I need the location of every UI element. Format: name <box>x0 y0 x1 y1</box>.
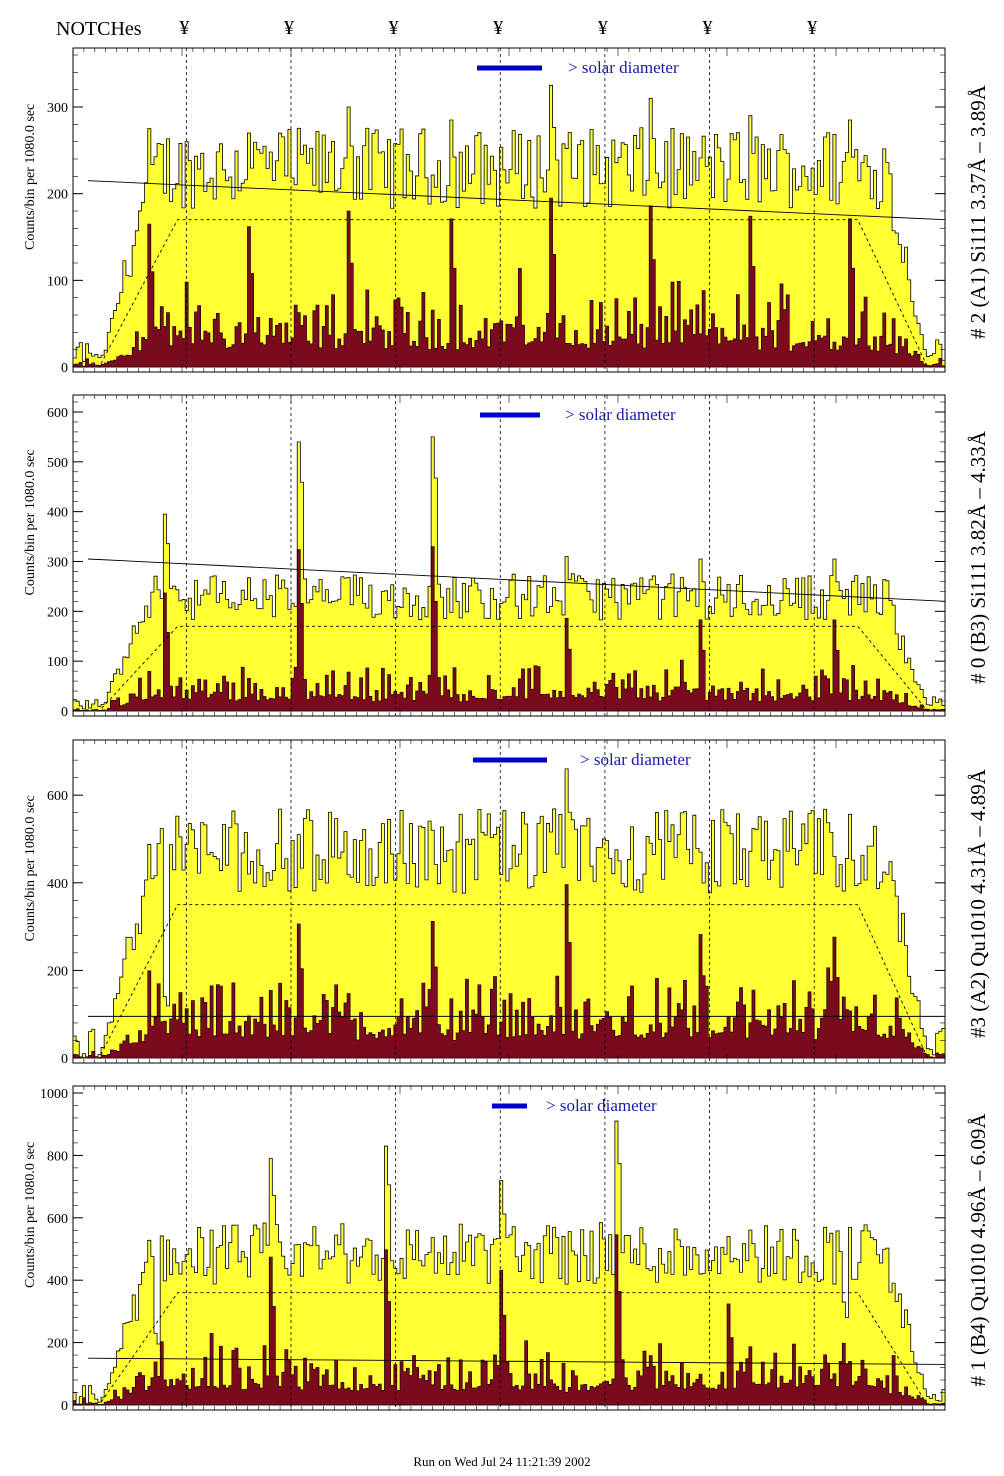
y-tick-label: 400 <box>47 506 68 521</box>
envelope-curve <box>73 1292 945 1406</box>
line-counts-histogram <box>72 546 946 712</box>
panel-title: #3 (A2) Qu1010 4.31Å – 4.89Å <box>966 768 990 1038</box>
notch-marker: ¥ <box>597 17 608 39</box>
y-tick-label: 1000 <box>40 1087 68 1102</box>
y-tick-label: 200 <box>47 605 68 620</box>
baseline-trend <box>87 180 946 221</box>
y-tick-label: 500 <box>47 456 68 471</box>
envelope-curve <box>73 904 945 1059</box>
y-tick-label: 200 <box>47 188 68 203</box>
y-axis-label: Counts/bin per 1080.0 sec <box>23 795 38 941</box>
notch-marker: ¥ <box>807 17 818 39</box>
y-tick-label: 0 <box>61 361 68 376</box>
y-axis-label: Counts/bin per 1080.0 sec <box>23 1142 38 1288</box>
solar-diameter-label: > solar diameter <box>580 750 691 769</box>
y-tick-label: 600 <box>47 406 68 421</box>
spectrum-panel-2: 0 200 400 600 Counts/bin per 1080.0 sec #3 (A… <box>23 739 990 1067</box>
y-tick-label: 300 <box>47 555 68 570</box>
panel-title: # 2 (A1) Si111 3.37Å – 3.89Å <box>966 84 990 339</box>
y-tick-label: 300 <box>47 101 68 116</box>
y-tick-label: 0 <box>61 705 68 720</box>
baseline-trend <box>87 1357 946 1365</box>
line-counts-histogram <box>72 884 946 1059</box>
panel-title: # 1 (B4) Qu1010 4.96Å – 6.09Å <box>966 1113 990 1387</box>
notch-marker: ¥ <box>493 17 504 39</box>
envelope-curve <box>73 625 945 712</box>
total-counts-histogram <box>72 768 946 1059</box>
line-counts-histogram <box>72 197 946 368</box>
notch-marker: ¥ <box>388 17 399 39</box>
solar-diameter-label: > solar diameter <box>565 405 676 424</box>
y-tick-label: 200 <box>47 1337 68 1352</box>
y-axis-label: Counts/bin per 1080.0 sec <box>23 104 38 250</box>
notch-marker: ¥ <box>179 17 190 39</box>
y-axis-label: Counts/bin per 1080.0 sec <box>23 449 38 595</box>
solar-diameter-label: > solar diameter <box>546 1096 657 1115</box>
y-tick-label: 100 <box>47 274 68 289</box>
y-tick-label: 600 <box>47 789 68 804</box>
spectrum-panel-0: 0 100 200 300 Counts/bin per 1080.0 sec # 2 (… <box>23 47 990 376</box>
run-timestamp: Run on Wed Jul 24 11:21:39 2002 <box>413 1454 591 1469</box>
y-tick-label: 200 <box>47 964 68 979</box>
solar-diameter-label: > solar diameter <box>568 58 679 77</box>
y-tick-label: 0 <box>61 1052 68 1067</box>
y-tick-label: 400 <box>47 1274 68 1289</box>
baseline-trend <box>87 558 946 602</box>
y-tick-label: 0 <box>61 1399 68 1414</box>
y-tick-label: 800 <box>47 1149 68 1164</box>
notch-marker: ¥ <box>702 17 713 39</box>
notch-marker: ¥ <box>284 17 294 39</box>
y-tick-label: 400 <box>47 877 68 892</box>
spectrum-panel-1: 0 100 200 300 400 500 600 Counts/bin per 1080.0… <box>23 394 990 720</box>
panel-title: # 0 (B3) Si111 3.82Å – 4.33Å <box>966 430 990 684</box>
notches-label: NOTCHes <box>56 18 142 40</box>
y-tick-label: 600 <box>47 1212 68 1227</box>
envelope-curve <box>73 219 945 368</box>
y-tick-label: 100 <box>47 655 68 670</box>
spectrum-panel-3: 0 200 400 600 800 1000 Counts/bin per 1080.0 s… <box>23 1085 990 1414</box>
